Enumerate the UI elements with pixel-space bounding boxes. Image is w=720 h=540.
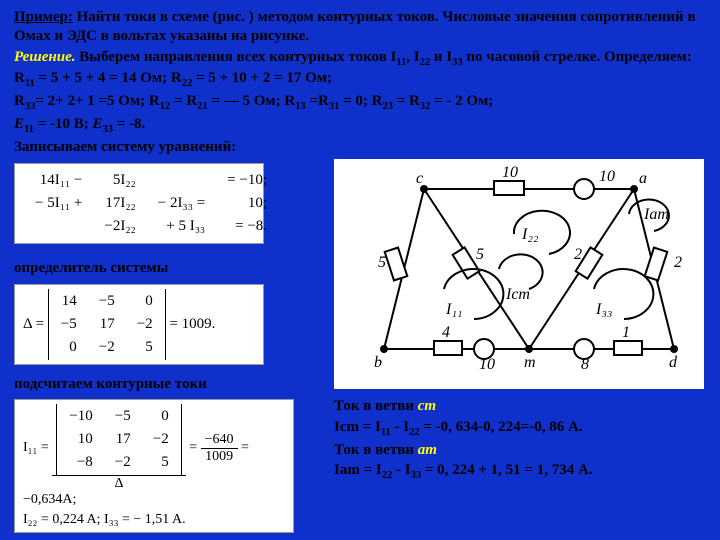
results-block: Ток в ветви cm Icm = I11 - I22 = -0, 634… bbox=[334, 397, 706, 483]
svg-text:10: 10 bbox=[502, 164, 518, 181]
i11-calc-box: I₁₁ = −10−50 1017−2 −8−25 Δ = −640 1009 bbox=[14, 399, 294, 533]
branch-am-value: Iam = I22 - I33 = 0, 224 + 1, 51 = 1, 73… bbox=[334, 461, 706, 482]
svg-text:I₃₃: I₃₃ bbox=[595, 301, 612, 318]
solution-line: Решение. Выберем направления всех контур… bbox=[14, 48, 706, 90]
i22-i33-line: I₂₂ = 0,224 A; I₃₃ = − 1,51 A. bbox=[23, 512, 285, 528]
svg-text:m: m bbox=[524, 354, 536, 371]
svg-text:4: 4 bbox=[442, 324, 450, 341]
branch-cm-value: Icm = I11 - I22 = -0, 634-0, 224=-0, 86 … bbox=[334, 418, 706, 439]
resistances-line-2: R33= 2+ 2+ 1 =5 Ом; R12 = R21 = — 5 Ом; … bbox=[14, 92, 706, 113]
svg-text:Iam: Iam bbox=[643, 206, 669, 223]
write-system-label: Записываем систему уравнений: bbox=[14, 138, 706, 157]
circuit-diagram: c a b m d 10 10 5 5 2 2 4 1 10 8 I₁₁ I₂₂ bbox=[334, 159, 704, 389]
determinant-box: Δ = 14−50 −517−2 0−25 = 1009. bbox=[14, 284, 264, 365]
svg-text:c: c bbox=[416, 170, 423, 187]
svg-text:5: 5 bbox=[476, 246, 484, 263]
svg-text:a: a bbox=[639, 170, 647, 187]
branch-cm-label: Ток в ветви cm bbox=[334, 397, 706, 416]
diagram-column: c a b m d 10 10 5 5 2 2 4 1 10 8 I₁₁ I₂₂ bbox=[334, 159, 706, 538]
example-label: Пример: bbox=[14, 9, 73, 25]
svg-text:I₂₂: I₂₂ bbox=[521, 226, 539, 243]
svg-text:5: 5 bbox=[378, 254, 386, 271]
svg-text:Icm: Icm bbox=[505, 286, 530, 303]
branch-am-label: Ток в ветви am bbox=[334, 441, 706, 460]
svg-text:d: d bbox=[669, 354, 678, 371]
problem-line-1: Пример: Найти токи в схеме (рис. ) метод… bbox=[14, 8, 706, 46]
determinant-label: определитель системы bbox=[14, 259, 324, 278]
circuit-svg: c a b m d 10 10 5 5 2 2 4 1 10 8 I₁₁ I₂₂ bbox=[334, 159, 704, 389]
equation-system-box: 14I₁₁ −5I₂₂= −10; − 5I₁₁ +17I₂₂− 2I₃₃ =1… bbox=[14, 163, 264, 244]
svg-text:2: 2 bbox=[574, 246, 582, 263]
svg-text:I₁₁: I₁₁ bbox=[445, 301, 462, 318]
svg-text:10: 10 bbox=[479, 356, 495, 373]
svg-text:8: 8 bbox=[581, 356, 589, 373]
emf-line: E11 = -10 В; E33 = -8. bbox=[14, 115, 706, 136]
svg-text:1: 1 bbox=[622, 324, 630, 341]
svg-text:2: 2 bbox=[674, 254, 682, 271]
equations-column: 14I₁₁ −5I₂₂= −10; − 5I₁₁ +17I₂₂− 2I₃₃ =1… bbox=[14, 159, 324, 538]
svg-text:b: b bbox=[374, 354, 382, 371]
svg-text:10: 10 bbox=[599, 168, 615, 185]
calc-label: подсчитаем контурные токи bbox=[14, 375, 324, 394]
